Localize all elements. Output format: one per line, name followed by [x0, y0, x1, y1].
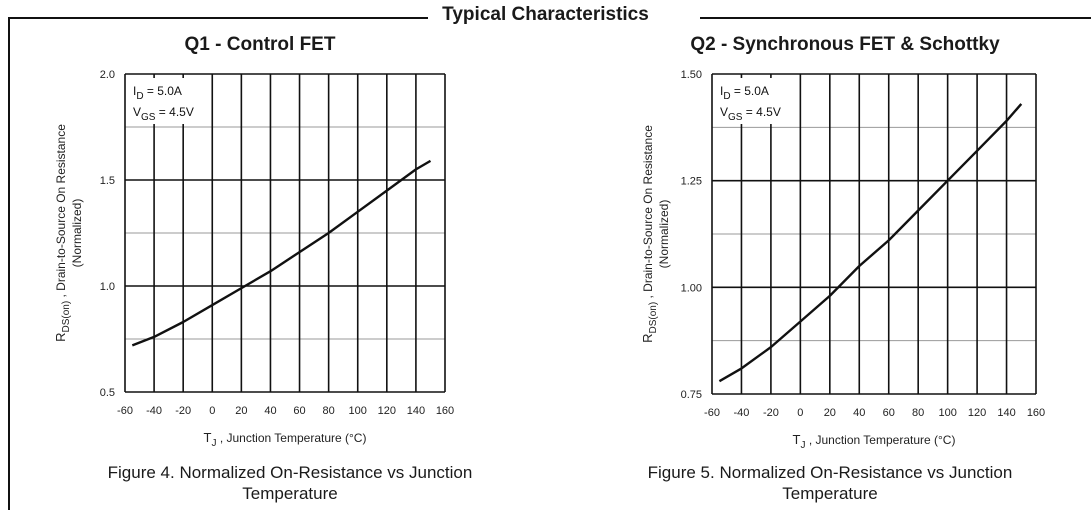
frame-top-line-right [700, 17, 1091, 19]
x-tick-label: 20 [235, 405, 247, 417]
x-tick-label: 40 [264, 405, 276, 417]
x-tick-label: -20 [175, 405, 191, 417]
y-axis-label-line2: (Normalized) [70, 199, 84, 268]
annotation-id: ID = 5.0A [133, 84, 182, 102]
y-axis-label: RDS(on) , Drain-to-Source On Resistance [53, 124, 72, 342]
caption-figure-4-line2: Temperature [242, 484, 338, 503]
y-axis-label: RDS(on) , Drain-to-Source On Resistance [640, 125, 659, 343]
chart-title-q1: Q1 - Control FET [184, 34, 336, 55]
x-tick-label: -60 [704, 407, 720, 419]
y-tick-label: 1.5 [100, 175, 115, 187]
frame-top-line-left [8, 17, 428, 19]
x-tick-label: 100 [938, 407, 956, 419]
y-tick-label: 1.50 [681, 69, 702, 81]
frame-left-line [8, 17, 10, 510]
x-tick-label: 20 [824, 407, 836, 419]
x-tick-label: 60 [293, 405, 305, 417]
annotation-background [716, 78, 790, 124]
caption-figure-5: Figure 5. Normalized On-Resistance vs Ju… [580, 462, 1080, 504]
annotation-id: ID = 5.0A [720, 84, 769, 102]
y-tick-label: 1.00 [681, 282, 702, 294]
x-tick-label: 160 [1027, 407, 1045, 419]
caption-figure-5-line1: Figure 5. Normalized On-Resistance vs Ju… [647, 463, 1013, 482]
x-tick-label: 140 [407, 405, 425, 417]
x-tick-label: 140 [997, 407, 1015, 419]
section-title: Typical Characteristics [0, 4, 1091, 26]
annotation-vgs: VGS = 4.5V [720, 105, 781, 123]
y-tick-label: 1.25 [681, 176, 702, 188]
y-axis-label-line2: (Normalized) [657, 200, 671, 269]
caption-figure-4: Figure 4. Normalized On-Resistance vs Ju… [40, 462, 540, 504]
x-tick-label: 0 [797, 407, 803, 419]
x-tick-label: 60 [883, 407, 895, 419]
y-tick-label: 2.0 [100, 69, 115, 81]
x-tick-label: 160 [436, 405, 454, 417]
y-tick-label: 1.0 [100, 281, 115, 293]
y-tick-label: 0.5 [100, 387, 115, 399]
y-tick-label: 0.75 [681, 389, 702, 401]
series-line [131, 159, 432, 347]
x-tick-label: 120 [968, 407, 986, 419]
x-tick-label: -40 [734, 407, 750, 419]
x-tick-label: 120 [378, 405, 396, 417]
x-tick-label: 80 [323, 405, 335, 417]
x-tick-label: -20 [763, 407, 779, 419]
annotation-background [129, 78, 203, 124]
caption-figure-5-line2: Temperature [782, 484, 878, 503]
chart-q2-rdson-vs-temp: 0.75 1.00 1.25 1.50 -60 -40 -20 0 20 40 60 80 100 120… [640, 69, 1045, 451]
x-tick-label: 0 [209, 405, 215, 417]
x-axis-label: TJ , Junction Temperature (°C) [793, 432, 956, 451]
series-line [718, 103, 1023, 383]
x-tick-label: 80 [912, 407, 924, 419]
chart-title-q2: Q2 - Synchronous FET & Schottky [690, 34, 1000, 55]
caption-figure-4-line1: Figure 4. Normalized On-Resistance vs Ju… [107, 463, 473, 482]
x-tick-label: 40 [853, 407, 865, 419]
x-tick-label: -40 [146, 405, 162, 417]
x-axis-label: TJ , Junction Temperature (°C) [204, 430, 367, 449]
x-tick-label: 100 [349, 405, 367, 417]
annotation-vgs: VGS = 4.5V [133, 105, 194, 123]
chart-q1-rdson-vs-temp: 0.5 1.0 1.5 2.0 -60 -40 -20 0 20 40 60 80 100 120 140 1… [53, 69, 454, 449]
x-tick-label: -60 [117, 405, 133, 417]
